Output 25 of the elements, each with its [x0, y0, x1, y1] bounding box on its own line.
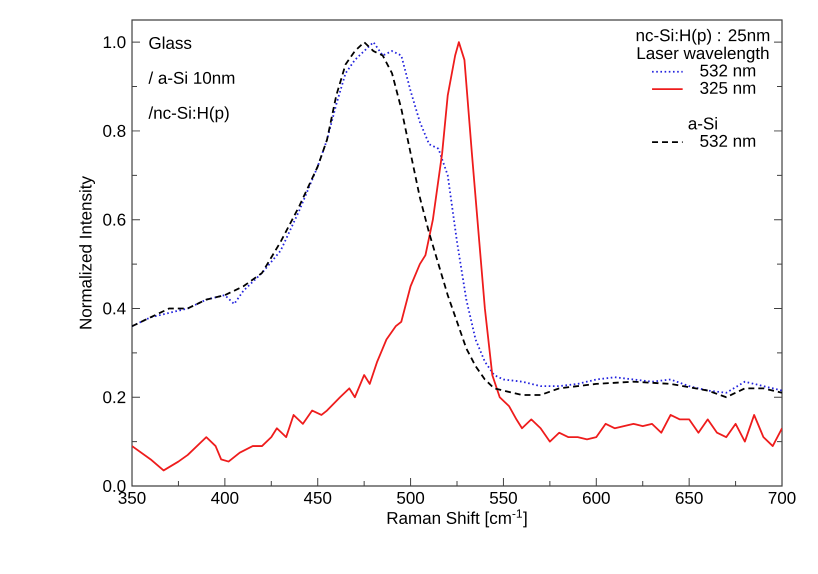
legend-label: 532 nm [700, 134, 756, 147]
legend-label: 325 nm [700, 82, 756, 94]
y-tick-label: 0.4 [103, 302, 126, 314]
annotation: / a-Si 10nm [148, 71, 234, 84]
y-tick-label: 0.8 [103, 124, 126, 137]
x-axis-title: Raman Shift [cm$^{-1}$] [388, 509, 527, 528]
y-tick-label: 0.2 [103, 391, 126, 404]
x-tick-label: 550 [490, 492, 517, 504]
annotation: Laser wavelength [638, 46, 768, 63]
y-tick-label: 0.0 [103, 480, 126, 492]
y-tick-label: 1.0 [104, 36, 126, 48]
x-tick-label: 500 [397, 492, 424, 504]
x-tick-label: 700 [768, 492, 796, 504]
legend-title: nc-Si:H(p) : 25nm [636, 28, 770, 45]
annotation: Glass [149, 36, 192, 49]
x-tick-label: 650 [676, 492, 703, 504]
x-tick-label: 450 [304, 492, 332, 504]
annotation: a-Si [688, 117, 717, 130]
x-tick-label: 600 [582, 492, 610, 504]
y-tick-label: 0.6 [103, 214, 126, 226]
y-axis-title: Normalized Intensity [79, 176, 95, 329]
annotation: /nc-Si:H(p) [148, 106, 229, 122]
x-tick-label: 350 [118, 492, 146, 504]
x-tick-label: 400 [211, 492, 238, 504]
legend-label: 532 nm [700, 64, 756, 77]
